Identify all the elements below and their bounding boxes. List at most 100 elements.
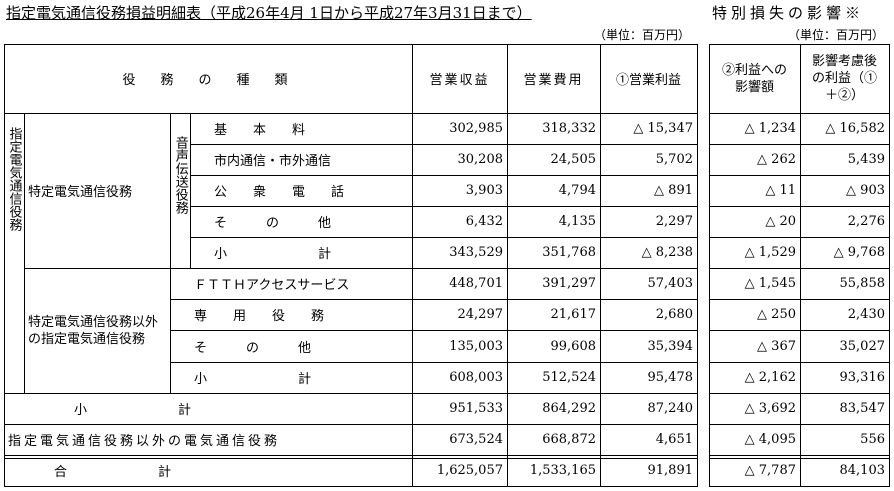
- operating-profit-value: △ 15,347: [633, 121, 693, 136]
- table-row-label: 合 計: [54, 465, 172, 480]
- table-rule: [170, 330, 698, 331]
- adjusted-profit-value: 93,316: [839, 370, 886, 385]
- table-row-label: 小 計: [74, 403, 192, 418]
- operating-revenue-value: 24,297: [457, 307, 504, 322]
- operating-profit-value: 87,240: [647, 401, 694, 416]
- profit-impact-value: △ 367: [757, 338, 796, 354]
- profit-impact-value: △ 4,095: [744, 432, 796, 447]
- specified-service-group-label: 特定電気通信役務: [28, 185, 133, 200]
- table-rule: [709, 206, 890, 207]
- adjusted-profit-value: △ 9,768: [833, 245, 885, 260]
- operating-profit-value: 5,702: [655, 152, 693, 167]
- profit-impact-value: △ 1,545: [744, 276, 796, 291]
- profit-impact-value: △ 20: [765, 214, 796, 229]
- table-rule: [24, 113, 25, 394]
- operating-revenue-value: 135,003: [449, 338, 503, 354]
- table-left-border: [709, 44, 710, 487]
- table-rule: [709, 113, 890, 114]
- operating-expense-value: 668,872: [542, 432, 596, 447]
- table-rule: [709, 486, 890, 487]
- unit-label-right: （単位：百万円）: [788, 28, 885, 42]
- document-title: 指定電気通信役務損益明細表（平成26年4月 1日から平成27年3月31日まで）: [6, 4, 532, 22]
- table-row-label: 市内通信・市外通信: [214, 154, 332, 169]
- table-rule: [190, 237, 698, 238]
- table-rule: [190, 206, 698, 207]
- header-operating-expense: 営業費用: [523, 73, 584, 88]
- operating-profit-value: 91,891: [647, 463, 694, 478]
- adjusted-profit-value: 84,103: [839, 463, 886, 478]
- table-rule: [170, 268, 171, 394]
- table-rule: [170, 113, 171, 269]
- voice-transmission-vertical-label: 音声伝送役務: [172, 136, 188, 214]
- profit-impact-value: △ 11: [765, 183, 796, 198]
- operating-expense-value: 99,608: [550, 338, 597, 354]
- adjusted-profit-value: △ 16,582: [825, 121, 885, 136]
- table-rule: [709, 362, 890, 363]
- table-rule: [709, 424, 890, 425]
- operating-revenue-value: 6,432: [465, 214, 503, 229]
- adjusted-profit-value: 2,276: [847, 214, 885, 229]
- profit-impact-value: △ 3,692: [744, 401, 796, 416]
- profit-impact-value: △ 1,529: [744, 245, 796, 260]
- profit-impact-value: △ 1,234: [744, 121, 796, 136]
- adjusted-profit-value: 83,547: [839, 401, 886, 416]
- table-rule: [412, 44, 413, 487]
- table-rule: [170, 362, 698, 363]
- adjusted-profit-value: 556: [860, 432, 885, 447]
- table-rule: [600, 44, 601, 487]
- operating-revenue-value: 1,625,057: [436, 463, 503, 478]
- double-rule: [4, 458, 698, 459]
- operating-expense-value: 1,533,165: [529, 463, 596, 478]
- header-operating-profit: ①営業利益: [615, 73, 681, 88]
- adjusted-profit-value: 2,430: [847, 307, 885, 322]
- operating-expense-value: 864,292: [542, 401, 596, 416]
- table-row-label: 公 衆 電 話: [214, 185, 345, 200]
- table-rule: [170, 299, 698, 300]
- table-row-label: 小 計: [214, 247, 332, 262]
- operating-revenue-value: 951,533: [449, 401, 503, 416]
- operating-revenue-value: 30,208: [457, 152, 504, 167]
- operating-profit-value: 2,680: [655, 307, 693, 322]
- table-row-label: 小 計: [194, 372, 312, 387]
- table-rule: [709, 144, 890, 145]
- table-rule: [4, 393, 698, 394]
- table-right-border: [889, 44, 890, 487]
- operating-profit-value: 35,394: [647, 338, 694, 354]
- operating-profit-value: △ 8,238: [641, 245, 693, 260]
- table-rule: [190, 144, 698, 145]
- operating-expense-value: 21,617: [550, 307, 597, 322]
- operating-expense-value: 512,524: [542, 370, 596, 385]
- table-rule: [709, 268, 890, 269]
- profit-impact-value: △ 7,787: [744, 463, 796, 478]
- table-rule: [709, 455, 890, 456]
- operating-expense-value: 351,768: [542, 245, 596, 260]
- header-profit-impact: ②利益への影響額: [721, 62, 787, 95]
- table-left-border: [4, 44, 5, 487]
- operating-revenue-value: 302,985: [449, 121, 503, 136]
- operating-revenue-value: 673,524: [449, 432, 503, 447]
- table-rule: [4, 424, 698, 425]
- operating-expense-value: 391,297: [542, 276, 596, 291]
- special-loss-title: 特別損失の影響※: [712, 4, 865, 22]
- operating-profit-value: △ 891: [654, 183, 693, 198]
- profit-impact-value: △ 2,162: [744, 370, 796, 385]
- adjusted-profit-value: △ 903: [846, 183, 885, 198]
- operating-revenue-value: 343,529: [449, 245, 503, 260]
- profit-impact-value: △ 262: [757, 152, 796, 167]
- operating-profit-value: 57,403: [647, 276, 694, 291]
- adjusted-profit-value: 35,027: [839, 338, 886, 354]
- operating-profit-value: 2,297: [655, 214, 693, 229]
- operating-expense-value: 4,794: [558, 183, 596, 198]
- table-top-border: [709, 44, 890, 45]
- table-row-label: 専 用 役 務: [194, 309, 325, 324]
- table-rule: [4, 486, 698, 487]
- table-rule: [709, 299, 890, 300]
- table-rule: [709, 393, 890, 394]
- table-rule: [800, 44, 801, 487]
- table-rule: [190, 113, 191, 269]
- operating-revenue-value: 608,003: [449, 370, 503, 385]
- operating-revenue-value: 448,701: [449, 276, 503, 291]
- double-rule: [709, 458, 890, 459]
- non-specified-service-group-label: 特定電気通信役務以外の指定電気通信役務: [28, 314, 159, 347]
- table-row-label: 指定電気通信役務以外の電気通信役務: [8, 434, 281, 449]
